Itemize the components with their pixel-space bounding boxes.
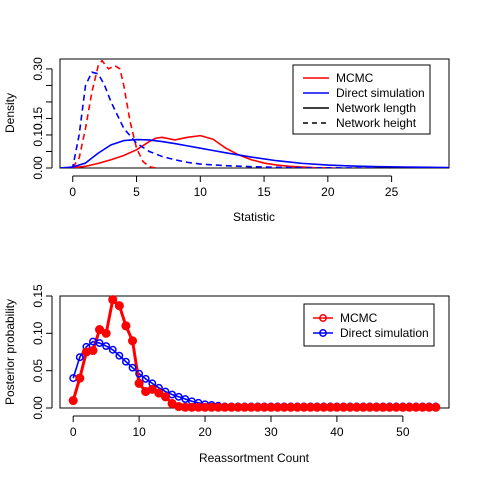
posterior-point-0	[69, 397, 77, 405]
posterior-y-tick-label: 0.10	[31, 321, 45, 345]
density-x-tick-label: 0	[69, 185, 76, 199]
posterior-x-tick-label: 0	[70, 425, 77, 439]
legend-mcmc-label: MCMC	[336, 71, 374, 85]
legend2-direct-simulation-label: Direct simulation	[340, 326, 429, 340]
posterior-x-axis-title: Reassortment Count	[199, 451, 310, 465]
posterior-y-tick-label: 0.00	[31, 396, 45, 420]
posterior-point-0	[109, 296, 117, 304]
posterior-x-tick-label: 40	[330, 425, 344, 439]
posterior-point-0	[102, 330, 110, 338]
posterior-x-tick-label: 10	[132, 425, 146, 439]
legend2-mcmc-label: MCMC	[340, 311, 378, 325]
posterior-y-tick-label: 0.05	[31, 359, 45, 383]
posterior-y-axis-title: Posterior probability	[3, 299, 17, 405]
legend-network-height-label: Network height	[336, 116, 417, 130]
posterior-point-0	[135, 380, 143, 388]
legend-direct-simulation-label: Direct simulation	[336, 86, 425, 100]
density-y-axis-title: Density	[3, 93, 17, 133]
posterior-x-tick-label: 30	[264, 425, 278, 439]
density-x-tick-label: 25	[385, 185, 399, 199]
posterior-point-0	[162, 393, 170, 401]
density-x-tick-label: 20	[321, 185, 335, 199]
posterior-point-0	[122, 322, 130, 330]
density-x-tick-label: 5	[133, 185, 140, 199]
density-x-axis-title: Statistic	[233, 210, 275, 224]
density-x-tick-label: 10	[194, 185, 208, 199]
posterior-point-0	[76, 374, 84, 382]
posterior-x-tick-label: 50	[396, 425, 410, 439]
posterior-point-0	[129, 337, 137, 345]
density-x-tick-label: 15	[257, 185, 271, 199]
density-y-tick-label: 0.00	[31, 156, 45, 180]
legend-network-length-label: Network length	[336, 101, 416, 115]
posterior-point-0	[432, 403, 440, 411]
posterior-point-0	[116, 302, 124, 310]
posterior-x-tick-label: 20	[198, 425, 212, 439]
posterior-y-tick-label: 0.15	[31, 284, 45, 308]
posterior-point-0	[89, 347, 97, 355]
density-y-tick-label: 0.30	[31, 57, 45, 81]
density-y-tick-label: 0.15	[31, 106, 45, 130]
